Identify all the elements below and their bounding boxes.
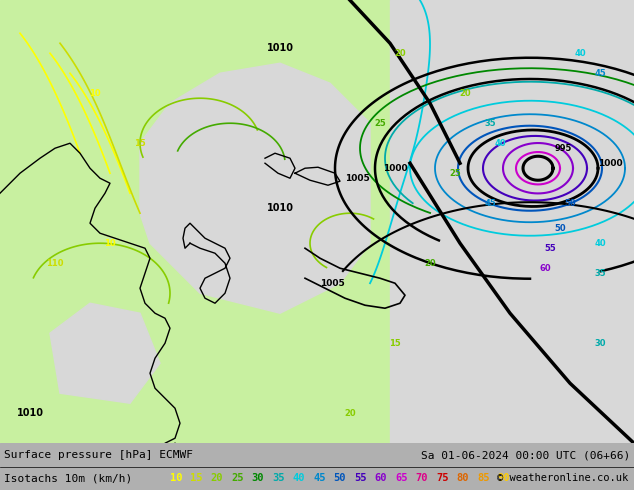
- Text: 110: 110: [46, 259, 64, 268]
- Text: Surface pressure [hPa] ECMWF: Surface pressure [hPa] ECMWF: [4, 450, 193, 460]
- Text: 35: 35: [272, 473, 285, 483]
- Text: 1010: 1010: [266, 203, 294, 213]
- Text: 1005: 1005: [321, 279, 346, 288]
- Text: 45: 45: [313, 473, 326, 483]
- Text: 20: 20: [210, 473, 223, 483]
- Text: 1000: 1000: [598, 159, 623, 168]
- Text: 75: 75: [436, 473, 449, 483]
- Text: 80: 80: [456, 473, 469, 483]
- Text: 20: 20: [459, 89, 471, 98]
- Text: 35: 35: [594, 269, 606, 278]
- Text: 15: 15: [134, 139, 146, 147]
- Text: 1010: 1010: [266, 43, 294, 53]
- Text: 55: 55: [544, 244, 556, 253]
- Text: 90: 90: [498, 473, 510, 483]
- Text: 10: 10: [89, 89, 101, 98]
- Text: 20: 20: [394, 49, 406, 58]
- Text: © weatheronline.co.uk: © weatheronline.co.uk: [497, 473, 628, 483]
- Text: 995: 995: [555, 144, 573, 153]
- Text: 60: 60: [375, 473, 387, 483]
- Text: Sa 01-06-2024 00:00 UTC (06+66): Sa 01-06-2024 00:00 UTC (06+66): [421, 450, 630, 460]
- Text: 30: 30: [594, 339, 605, 348]
- Text: 70: 70: [416, 473, 428, 483]
- Text: 40: 40: [494, 139, 506, 147]
- Polygon shape: [50, 303, 160, 403]
- Text: 30: 30: [252, 473, 264, 483]
- Text: 55: 55: [354, 473, 366, 483]
- Polygon shape: [390, 0, 634, 443]
- Text: 40: 40: [574, 49, 586, 58]
- Text: 25: 25: [449, 169, 461, 178]
- Text: 10: 10: [104, 239, 116, 248]
- Text: 50: 50: [554, 224, 566, 233]
- Text: 40: 40: [293, 473, 305, 483]
- Text: 50: 50: [333, 473, 346, 483]
- Text: 65: 65: [395, 473, 408, 483]
- Text: 20: 20: [344, 409, 356, 417]
- Text: 1005: 1005: [345, 174, 370, 183]
- Text: 25: 25: [231, 473, 243, 483]
- Text: 60: 60: [539, 264, 551, 273]
- Text: 50: 50: [564, 199, 576, 208]
- Text: 15: 15: [190, 473, 203, 483]
- Text: 45: 45: [484, 199, 496, 208]
- Text: 40: 40: [594, 239, 606, 248]
- Text: 15: 15: [389, 339, 401, 348]
- Text: 35: 35: [484, 119, 496, 128]
- Text: 20: 20: [424, 259, 436, 268]
- Text: Isotachs 10m (km/h): Isotachs 10m (km/h): [4, 473, 133, 483]
- Text: 85: 85: [477, 473, 489, 483]
- Polygon shape: [140, 63, 370, 313]
- Text: 1010: 1010: [16, 408, 44, 418]
- Text: 25: 25: [374, 119, 386, 128]
- Text: 45: 45: [594, 69, 606, 78]
- Text: 10: 10: [170, 473, 182, 483]
- Text: 1000: 1000: [383, 164, 408, 173]
